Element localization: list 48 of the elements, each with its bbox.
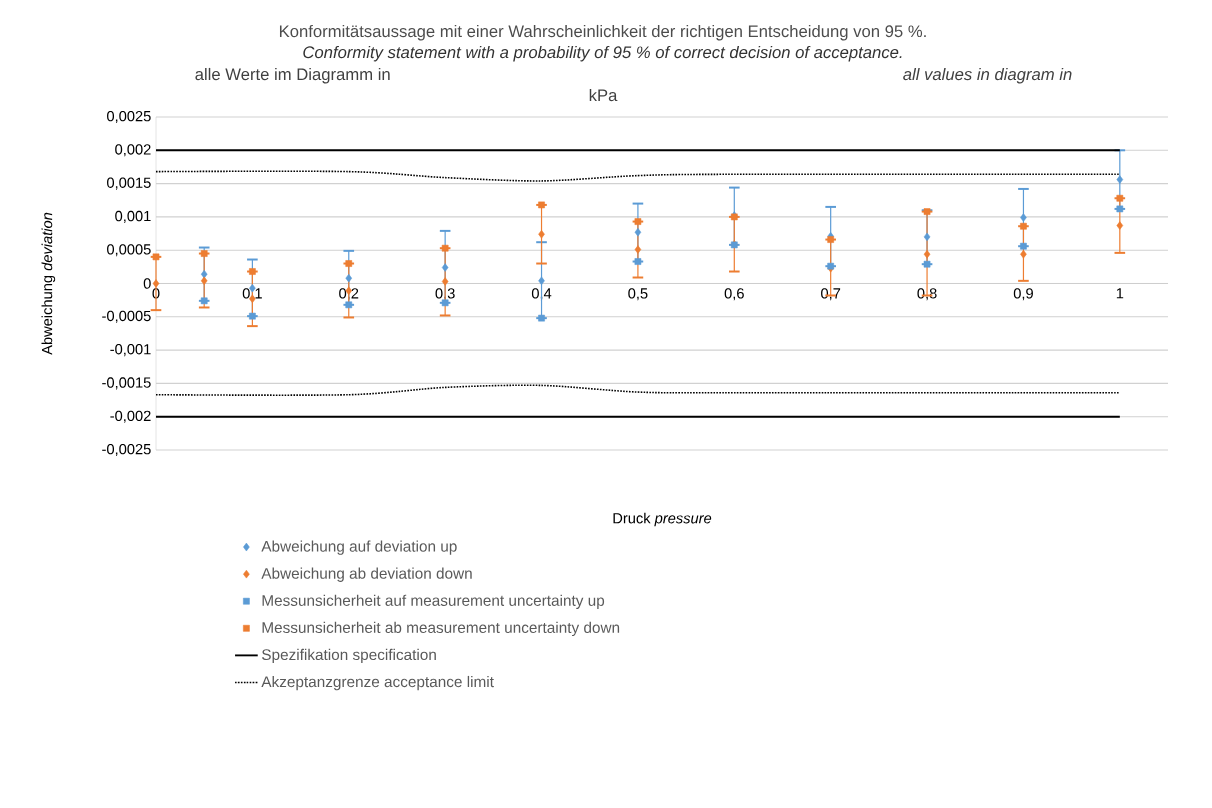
x-tick-label: 0,9 [1013,288,1033,301]
chart-subtitle: Conformity statement with a probability of 95 % of correct decision of acceptance. [303,45,902,62]
legend-label: Abweichung ab deviation down [261,567,472,582]
x-tick-label: 0,7 [821,288,841,301]
point [441,277,449,286]
point [441,263,449,272]
y-tick-label: -0,0025 [102,443,151,457]
legend-label: Messunsicherheit ab measurement uncertainty down [262,621,620,637]
point [1020,213,1027,222]
legend-label: Akzeptanzgrenze acceptance limit [261,675,494,691]
point [1116,221,1124,230]
legend-label: Messunsicherheit auf measurement uncertainty up [262,594,605,609]
x-tick-label: 1 [1116,288,1124,299]
y-tick-label: -0,0015 [102,377,151,390]
y-tick-label: 0,0015 [107,177,151,190]
point [923,249,931,259]
point [538,229,545,239]
text: alle Werte im Diagramm in [195,67,390,84]
x-tick-label: 0,6 [724,288,744,301]
y-tick-label: -0,001 [110,344,151,357]
x-tick-label: 0 [152,288,160,299]
point [634,227,642,237]
y-axis-title: Abweichung deviation [41,212,56,355]
text: kPa [589,88,618,102]
legend-label: Spezifikation specification [262,648,436,664]
x-tick-label: 0,8 [917,288,937,301]
point [1020,249,1027,259]
text: all values in diagram in [903,67,1072,84]
y-tick-label: 0,002 [115,144,151,157]
point [634,245,642,254]
legend-label: Abweichung auf deviation up [261,540,457,555]
point [200,276,208,286]
x-axis-title: Druck pressure [613,512,712,527]
y-tick-label: 0,001 [115,210,151,223]
point [923,232,931,242]
y-tick-label: -0,0005 [102,310,151,323]
chart-title: Konformitätsaussage mit einer Wahrscheinlichkeit der richtigen Entscheidung von 95 %. [279,24,926,41]
y-tick-label: -0,002 [110,410,151,423]
x-tick-label: 0,5 [628,288,648,301]
point [538,276,545,286]
point [152,279,160,288]
point [345,273,353,283]
point [200,269,208,279]
y-tick-label: 0 [143,278,151,289]
y-tick-label: 0,0005 [107,244,151,257]
line-series [155,384,1121,396]
y-tick-label: 0,0025 [107,110,151,124]
point [1116,175,1124,184]
